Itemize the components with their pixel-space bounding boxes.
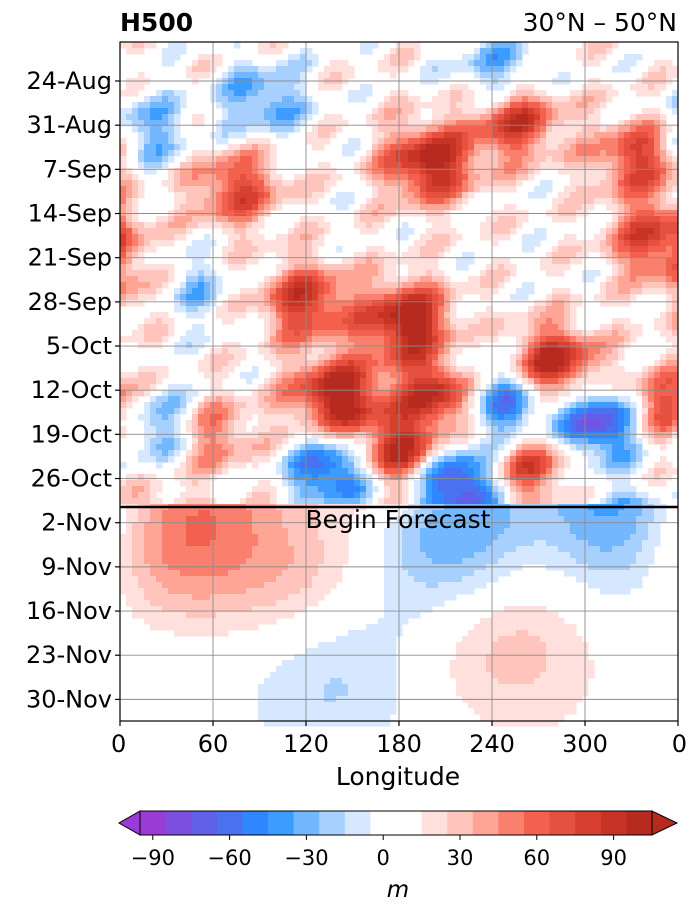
colorbar-swatch (600, 811, 627, 835)
y-tick-label: 5-Oct (46, 332, 112, 360)
y-tick-label: 21-Sep (28, 244, 112, 272)
colorbar-swatch (421, 811, 448, 835)
y-tick-label: 19-Oct (31, 420, 112, 448)
y-tick-label: 24-Aug (26, 67, 112, 95)
colorbar-extend-under (117, 810, 141, 836)
colorbar-swatch (293, 811, 320, 835)
colorbar-tick-label: 30 (447, 846, 474, 870)
colorbar-swatch (268, 811, 294, 835)
colorbar: −90 −60 −30 0 30 60 90 (117, 810, 679, 870)
y-tick-label: 23-Nov (26, 641, 112, 669)
y-tick-label: 30-Nov (26, 685, 112, 713)
colorbar-swatch (626, 811, 653, 835)
x-tick-label: 240 (469, 730, 515, 758)
x-axis: 0 60 120 180 240 300 0 (111, 721, 687, 758)
colorbar-swatch (498, 811, 525, 835)
y-tick-label: 9-Nov (41, 553, 112, 581)
y-tick-label: 14-Sep (28, 200, 112, 228)
colorbar-tick-label: 0 (377, 846, 390, 870)
x-tick-label: 300 (562, 730, 608, 758)
grid-lines (120, 42, 678, 721)
colorbar-swatch (396, 811, 422, 835)
y-tick-label: 16-Nov (26, 597, 112, 625)
x-tick-label: 60 (198, 730, 229, 758)
x-axis-label: Longitude (336, 762, 460, 791)
colorbar-swatch (165, 811, 192, 835)
y-tick-label: 26-Oct (31, 465, 112, 493)
x-tick-label: 0 (672, 730, 687, 758)
colorbar-swatch (319, 811, 346, 835)
colorbar-swatch (191, 811, 218, 835)
colorbar-swatch (140, 811, 166, 835)
colorbar-swatch (472, 811, 499, 835)
x-tick-label: 120 (283, 730, 329, 758)
colorbar-extend-over (651, 810, 679, 836)
colorbar-tick-label: −30 (284, 846, 328, 870)
colorbar-swatch (575, 811, 602, 835)
colorbar-tick-label: −90 (131, 846, 175, 870)
y-tick-label: 28-Sep (28, 288, 112, 316)
y-tick-label: 12-Oct (31, 376, 112, 404)
y-tick-label: 2-Nov (41, 509, 112, 537)
colorbar-swatch (216, 811, 243, 835)
y-axis: 24-Aug 31-Aug 7-Sep 14-Sep 21-Sep 28-Sep 5-Oct… (26, 67, 120, 713)
chart-title-right: 30°N – 50°N (523, 8, 677, 37)
colorbar-swatch (344, 811, 371, 835)
x-tick-label: 0 (111, 730, 126, 758)
colorbar-label: m (387, 877, 409, 903)
colorbar-tick-label: 90 (600, 846, 627, 870)
colorbar-swatch (549, 811, 576, 835)
colorbar-tick-label: −60 (207, 846, 251, 870)
colorbar-swatch (242, 811, 269, 835)
chart-title-left: H500 (120, 8, 193, 37)
forecast-label: Begin Forecast (306, 505, 491, 534)
colorbar-swatch (447, 811, 474, 835)
colorbar-swatch (370, 811, 397, 835)
y-tick-label: 31-Aug (26, 111, 112, 139)
colorbar-swatch (524, 811, 550, 835)
colorbar-tick-label: 60 (523, 846, 550, 870)
y-tick-label: 7-Sep (43, 155, 112, 183)
x-tick-label: 180 (376, 730, 422, 758)
plot-area (120, 42, 679, 727)
